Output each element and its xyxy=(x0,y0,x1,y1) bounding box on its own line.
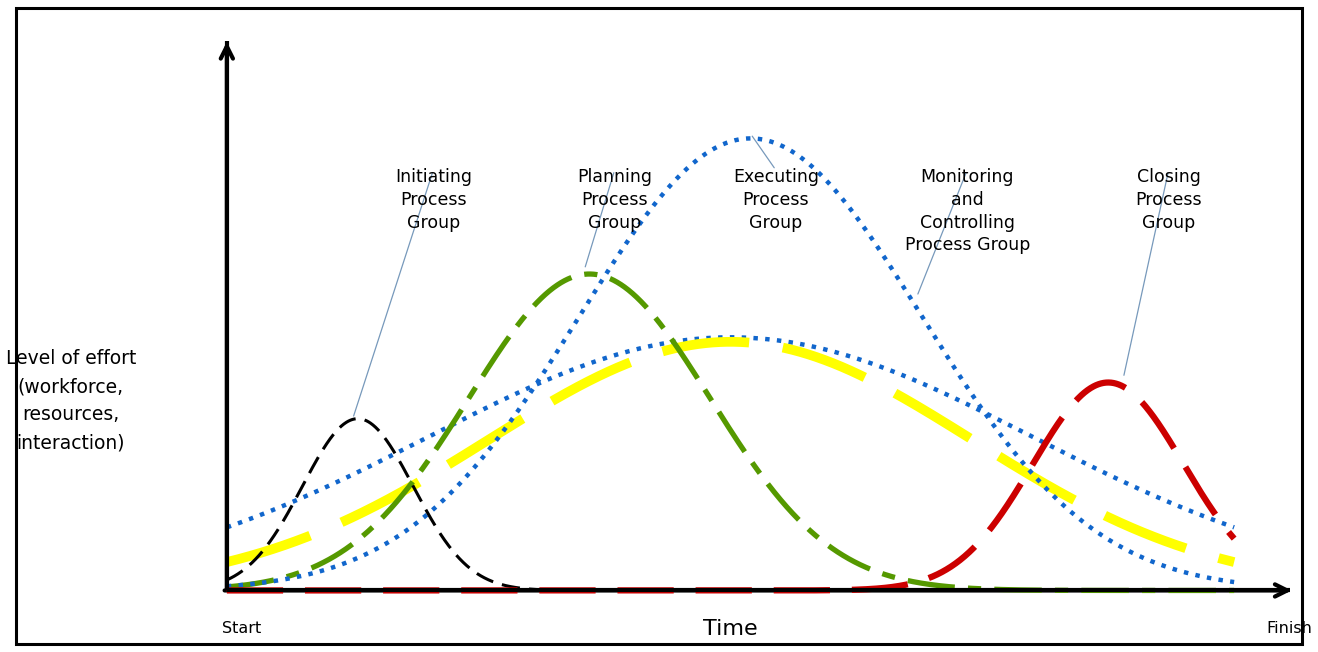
Text: Closing
Process
Group: Closing Process Group xyxy=(1135,168,1202,231)
Text: Monitoring
and
Controlling
Process Group: Monitoring and Controlling Process Group xyxy=(904,168,1029,254)
Text: Executing
Process
Group: Executing Process Group xyxy=(733,168,818,231)
Text: Time: Time xyxy=(704,619,758,639)
Text: Finish: Finish xyxy=(1267,621,1313,636)
Text: Level of effort
(workforce,
resources,
interaction): Level of effort (workforce, resources, i… xyxy=(5,349,136,452)
Text: Start: Start xyxy=(223,621,261,636)
Text: Planning
Process
Group: Planning Process Group xyxy=(577,168,652,231)
Text: Initiating
Process
Group: Initiating Process Group xyxy=(395,168,472,231)
